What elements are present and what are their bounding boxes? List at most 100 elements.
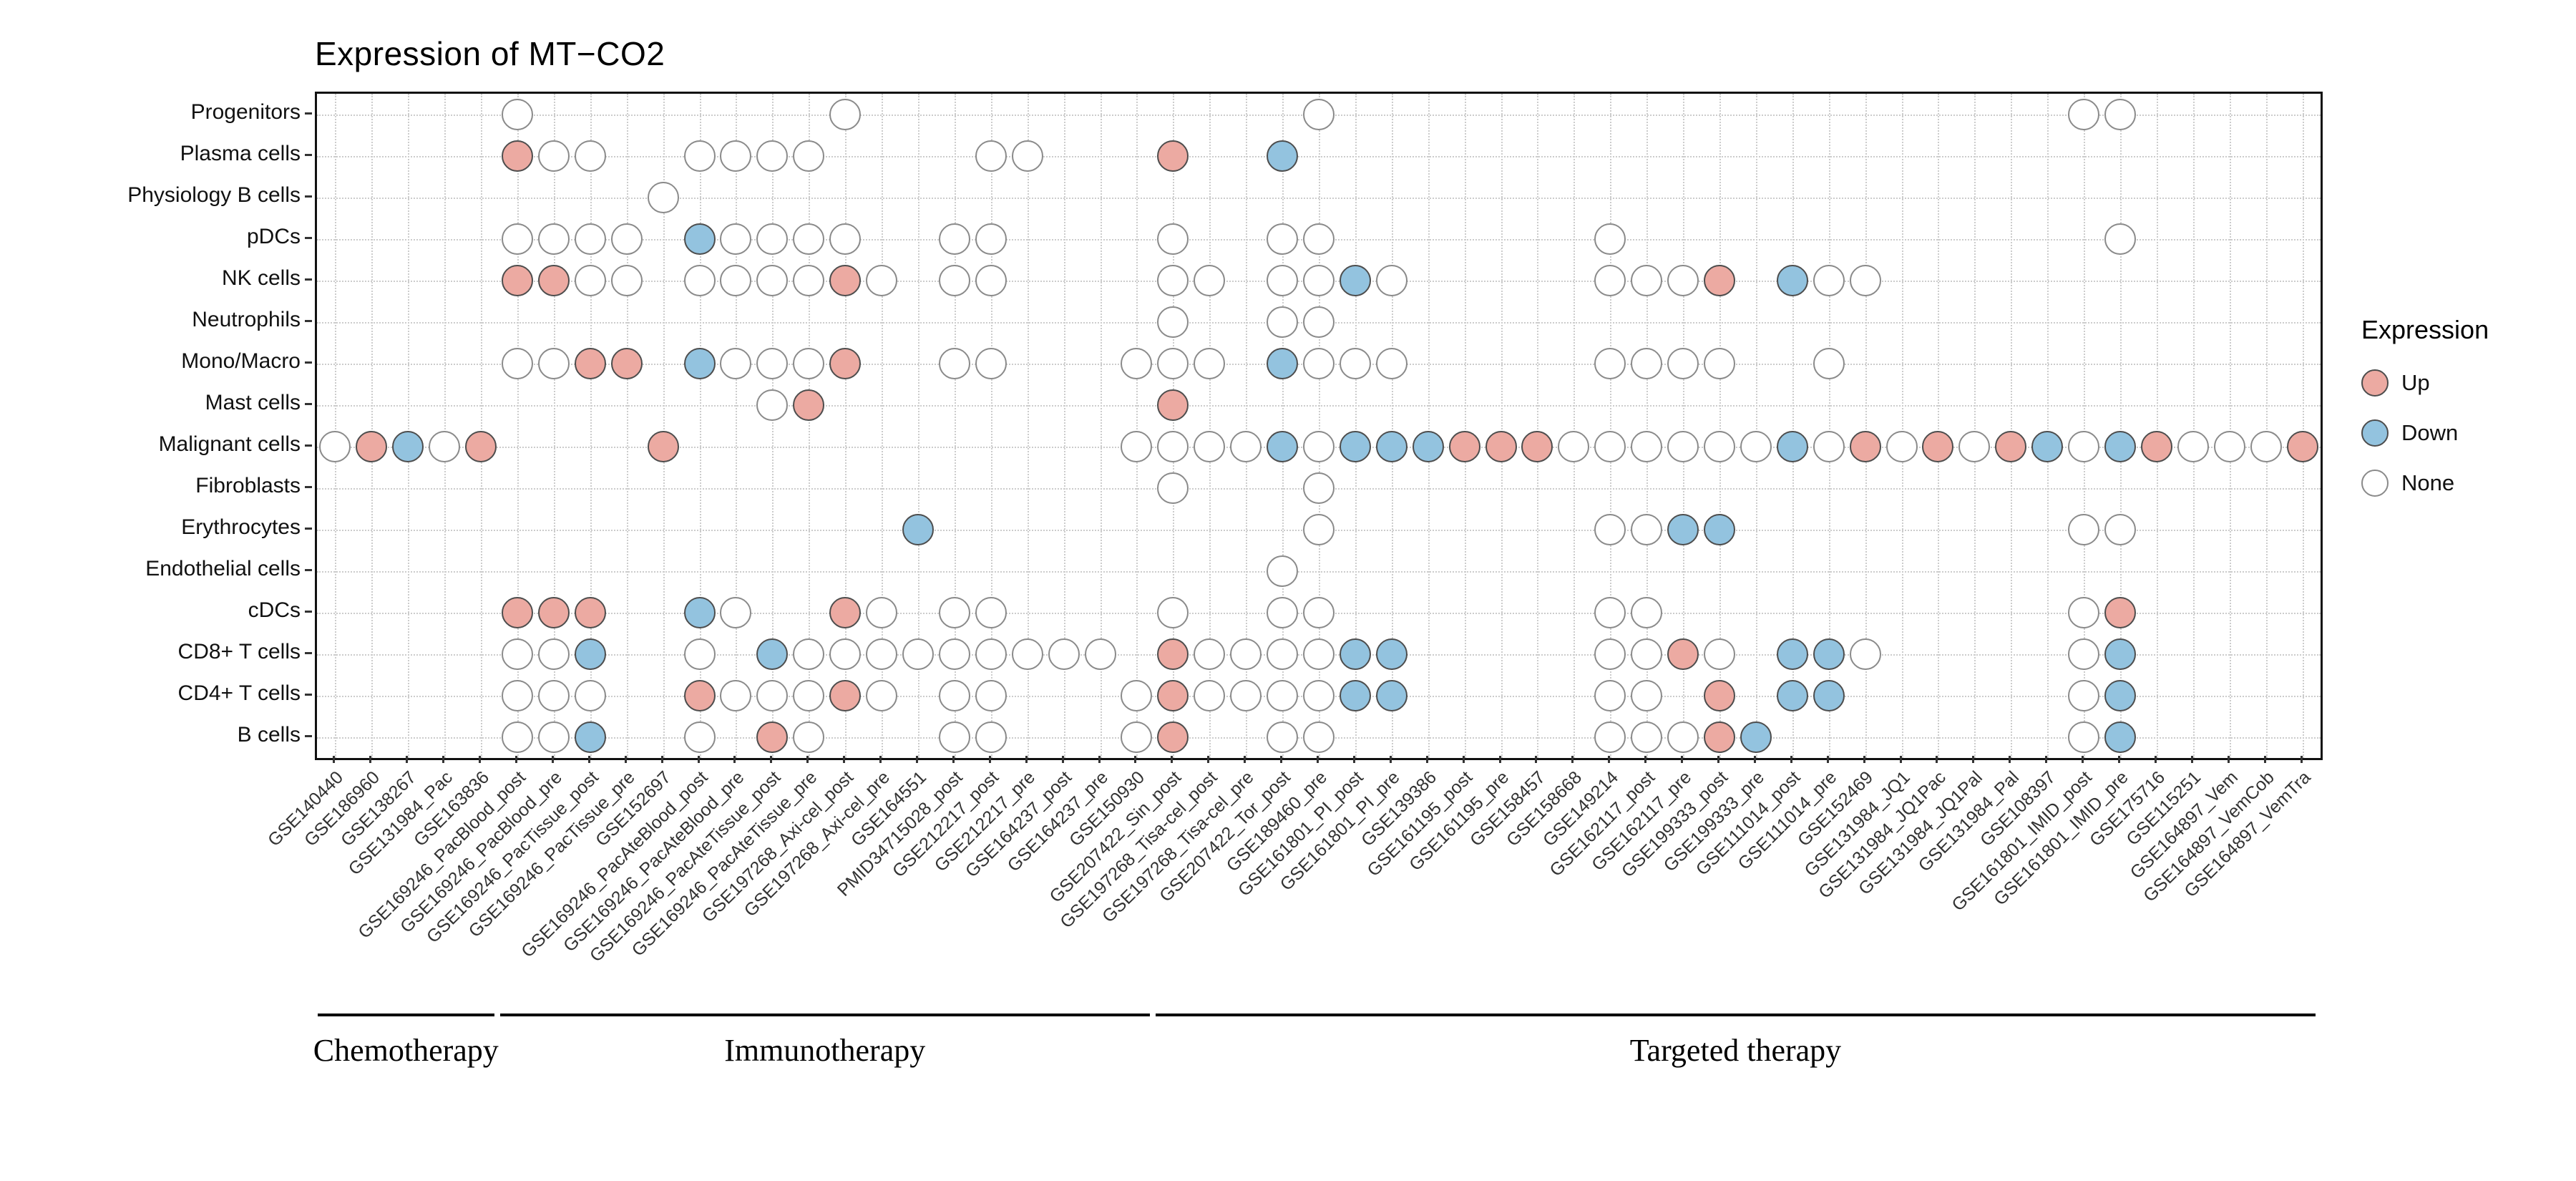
grid-line-vertical: [1574, 94, 1576, 758]
dot-none: [938, 223, 970, 255]
dot-none: [1121, 721, 1153, 753]
y-tick-label: Physiology B cells: [127, 183, 301, 207]
grid-line-vertical: [1719, 94, 1721, 758]
y-tick-label: Mono/Macro: [181, 349, 301, 373]
dot-none: [1813, 431, 1845, 462]
y-tick-label: Erythrocytes: [181, 515, 301, 539]
dot-none: [720, 140, 752, 172]
dot-none: [1121, 431, 1153, 462]
dot-none: [537, 223, 570, 255]
x-tick-mark: [1608, 756, 1611, 763]
dot-none: [1813, 265, 1845, 296]
dot-up: [1485, 431, 1517, 462]
dot-none: [1631, 597, 1663, 628]
x-tick-mark: [1425, 756, 1428, 763]
legend-items: Up Down None: [2361, 369, 2489, 497]
grid-line-vertical: [1901, 94, 1903, 758]
dot-none: [866, 638, 898, 670]
dot-none: [975, 721, 1007, 753]
dot-up: [502, 597, 533, 628]
grid-line-vertical: [2120, 94, 2122, 758]
grid-line-vertical: [1938, 94, 1940, 758]
dot-none: [1303, 638, 1335, 670]
grid-line-vertical: [1246, 94, 1248, 758]
dot-none: [1303, 265, 1335, 296]
dot-none: [1849, 638, 1881, 670]
legend-title: Expression: [2361, 315, 2489, 344]
y-tick-label: NK cells: [221, 266, 301, 290]
x-tick-mark: [1790, 756, 1792, 763]
grid-line-vertical: [590, 94, 592, 758]
x-tick-mark: [333, 756, 336, 763]
dot-none: [502, 638, 533, 670]
dot-none: [1011, 140, 1043, 172]
dot-none: [1267, 680, 1299, 711]
dot-none: [1084, 638, 1116, 670]
y-tick-mark: [305, 652, 312, 654]
dot-down: [902, 514, 934, 545]
dot-none: [502, 223, 533, 255]
y-tick-mark: [305, 694, 312, 696]
x-tick-mark: [1644, 756, 1647, 763]
x-tick-mark: [1535, 756, 1538, 763]
dot-none: [938, 638, 970, 670]
dot-none: [2213, 431, 2245, 462]
x-tick-mark: [843, 756, 846, 763]
dot-none: [1157, 306, 1189, 338]
dot-none: [720, 680, 752, 711]
dot-none: [1594, 638, 1626, 670]
grid-line-vertical: [444, 94, 447, 758]
legend-item-up: Up: [2361, 369, 2489, 397]
grid-line-vertical: [2302, 94, 2304, 758]
y-tick-mark: [305, 278, 312, 281]
grid-line-vertical: [736, 94, 738, 758]
dot-none: [975, 597, 1007, 628]
grid-line-vertical: [845, 94, 847, 758]
dot-none: [938, 721, 970, 753]
dot-none: [720, 348, 752, 379]
dot-none: [793, 721, 825, 753]
grid-line-vertical: [2192, 94, 2195, 758]
dot-none: [1303, 348, 1335, 379]
dot-none: [866, 680, 898, 711]
dot-down: [1776, 431, 1808, 462]
dot-none: [1267, 597, 1299, 628]
y-tick-label: CD4+ T cells: [177, 681, 301, 705]
dot-none: [683, 140, 716, 172]
dot-none: [574, 223, 606, 255]
dot-none: [1303, 721, 1335, 753]
dot-none: [1157, 431, 1189, 462]
dot-none: [502, 721, 533, 753]
dot-none: [1667, 348, 1699, 379]
dot-down: [1375, 680, 1407, 711]
dot-none: [938, 597, 970, 628]
x-tick-mark: [1207, 756, 1210, 763]
therapy-group-label: Targeted therapy: [1629, 1033, 1842, 1068]
dot-none: [975, 680, 1007, 711]
grid-line-vertical: [1282, 94, 1284, 758]
dot-none: [683, 721, 716, 753]
dot-none: [2068, 431, 2100, 462]
x-tick-mark: [2300, 756, 2303, 763]
x-tick-mark: [1098, 756, 1101, 763]
y-tick-mark: [305, 569, 312, 571]
dot-none: [1157, 265, 1189, 296]
dot-down: [683, 348, 716, 379]
dot-down: [2104, 431, 2136, 462]
y-tick-label: Plasma cells: [180, 142, 301, 165]
dot-none: [866, 597, 898, 628]
x-tick-mark: [2118, 756, 2120, 763]
dot-up: [1704, 680, 1735, 711]
legend-label: Down: [2401, 420, 2459, 445]
dot-up: [829, 348, 862, 379]
dot-none: [683, 265, 716, 296]
dot-down: [683, 223, 716, 255]
dot-none: [1594, 721, 1626, 753]
grid-line-vertical: [2156, 94, 2158, 758]
dot-none: [502, 680, 533, 711]
grid-line-vertical: [2047, 94, 2049, 758]
grid-line-vertical: [2229, 94, 2231, 758]
dot-none: [1303, 99, 1335, 130]
dot-none: [429, 431, 461, 462]
